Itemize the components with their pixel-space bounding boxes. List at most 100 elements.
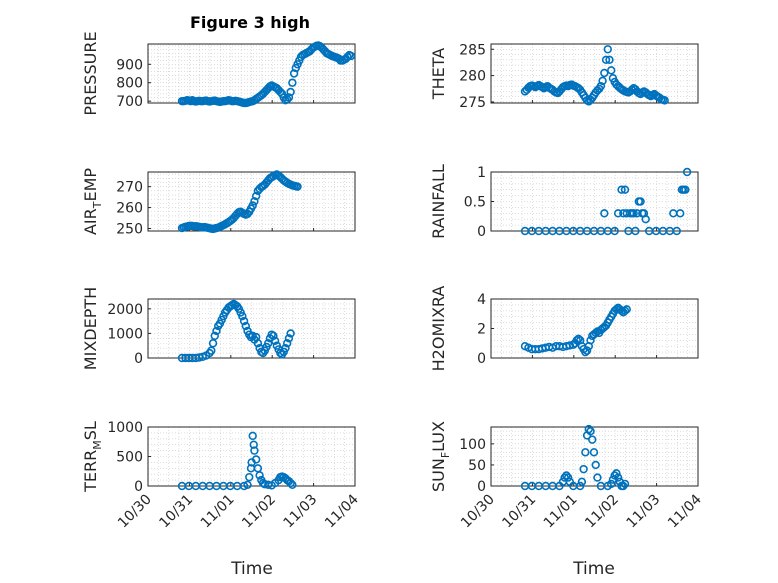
- x-tick-label: 11/03: [624, 492, 664, 532]
- data-point: [210, 331, 219, 341]
- data-point: [282, 339, 292, 348]
- data-point: [346, 51, 356, 61]
- data-point: [620, 306, 630, 315]
- data-point: [600, 68, 609, 78]
- data-point: [584, 424, 594, 434]
- y-tick-label: 100: [459, 437, 486, 453]
- y-tick-label: 1: [477, 165, 486, 181]
- y-tick-label: 280: [459, 69, 486, 85]
- x-tick-label: 10/30: [115, 492, 155, 532]
- data-point: [245, 472, 254, 482]
- data-point: [250, 197, 259, 206]
- data-point: [581, 347, 590, 357]
- data-point: [281, 343, 290, 353]
- data-point: [284, 334, 294, 343]
- plot-frame: [490, 43, 699, 104]
- data-point: [613, 209, 623, 218]
- subplot-6: 0 2 4 H2OMIXRA: [429, 286, 699, 372]
- y-axis-label-main: THETA: [429, 48, 448, 100]
- y-tick-label: 0: [134, 479, 143, 495]
- x-tick-label: 10/31: [156, 492, 196, 532]
- x-tick-label: 11/01: [198, 492, 238, 532]
- x-tick-label: 11/02: [582, 492, 622, 532]
- plot-area: [147, 298, 356, 359]
- data-point: [593, 473, 602, 482]
- data-point: [282, 95, 292, 104]
- x-tick-label: 11/04: [322, 491, 362, 531]
- data-point: [676, 209, 685, 218]
- y-tick-label: 4: [477, 292, 486, 308]
- data-point: [622, 305, 631, 314]
- data-point: [253, 339, 263, 348]
- data-point: [605, 55, 614, 65]
- data-point: [617, 306, 626, 315]
- plot-area: [490, 171, 699, 232]
- y-tick-label: 260: [116, 201, 143, 217]
- data-point: [629, 209, 638, 218]
- plot-frame: [147, 171, 356, 232]
- data-point: [251, 455, 261, 464]
- data-point: [601, 55, 611, 65]
- data-point: [574, 334, 583, 344]
- y-axis-label-suffix: EMP: [81, 168, 100, 202]
- data-point: [598, 76, 607, 86]
- y-tick-label: 0: [477, 351, 486, 367]
- y-axis-label-main: RAINFALL: [429, 164, 448, 239]
- data-point: [289, 69, 299, 78]
- y-axis-label-main: SUN: [429, 458, 448, 492]
- y-tick-label: 900: [116, 57, 143, 73]
- subplot-8: 0 50 100 10/30 10/31 11/01 11/02 11/03 11/04 SUNF…: [429, 421, 705, 531]
- data-point: [641, 215, 650, 224]
- data-point: [620, 479, 630, 489]
- data-point: [251, 191, 261, 201]
- y-axis-label-main: TERR: [81, 450, 100, 493]
- y-axis-label: H2OMIXRA: [429, 286, 448, 372]
- data-point: [243, 480, 252, 490]
- data-point: [582, 346, 592, 355]
- data-point: [620, 185, 630, 194]
- y-axis-label: THETA: [429, 48, 448, 100]
- subplot-2: 275 280 285 THETA: [429, 42, 699, 111]
- data-point: [610, 226, 619, 236]
- y-tick-label: 800: [116, 76, 143, 92]
- y-axis-label-sub: M: [91, 440, 104, 450]
- x-tick-label: 11/03: [281, 492, 321, 532]
- x-tick-label: 11/01: [541, 492, 581, 532]
- data-point: [286, 329, 295, 338]
- y-tick-label: 275: [459, 95, 486, 111]
- y-axis-label-main: MIXDEPTH: [81, 287, 100, 370]
- data-point: [248, 201, 257, 210]
- data-point: [588, 435, 597, 444]
- data-point: [207, 346, 216, 355]
- data-point: [239, 316, 249, 326]
- data-point: [619, 481, 628, 491]
- data-point: [241, 321, 251, 331]
- data-point: [293, 182, 302, 191]
- data-point: [208, 339, 218, 348]
- y-axis-label: PRESSURE: [81, 31, 100, 115]
- x-tick-label: 11/02: [239, 492, 279, 532]
- y-axis-label: SUNFLUX: [429, 421, 452, 492]
- x-tick-label: 11/04: [665, 491, 705, 531]
- data-point: [682, 167, 692, 177]
- subplot-7: 0 500 1000 10/30 10/31 11/01 11/02 11/03 11/04 TE…: [81, 420, 362, 531]
- data-point: [617, 185, 626, 194]
- y-tick-label: 700: [116, 94, 143, 110]
- figure-title: Figure 3 high: [190, 13, 310, 32]
- y-tick-label: 2000: [107, 302, 143, 318]
- data-point: [250, 446, 259, 455]
- data-point: [603, 45, 612, 54]
- data-point: [627, 85, 637, 95]
- data-point: [589, 448, 599, 457]
- data-point: [286, 478, 295, 488]
- data-point: [607, 479, 616, 489]
- y-axis-label-sub: T: [91, 201, 104, 209]
- x-tick-label: 10/31: [499, 492, 539, 532]
- data-point: [238, 312, 247, 321]
- y-axis-label: MIXDEPTH: [81, 287, 100, 370]
- data-point: [681, 185, 690, 194]
- data-point: [591, 460, 600, 470]
- data-point: [572, 336, 581, 345]
- data-point: [562, 471, 571, 480]
